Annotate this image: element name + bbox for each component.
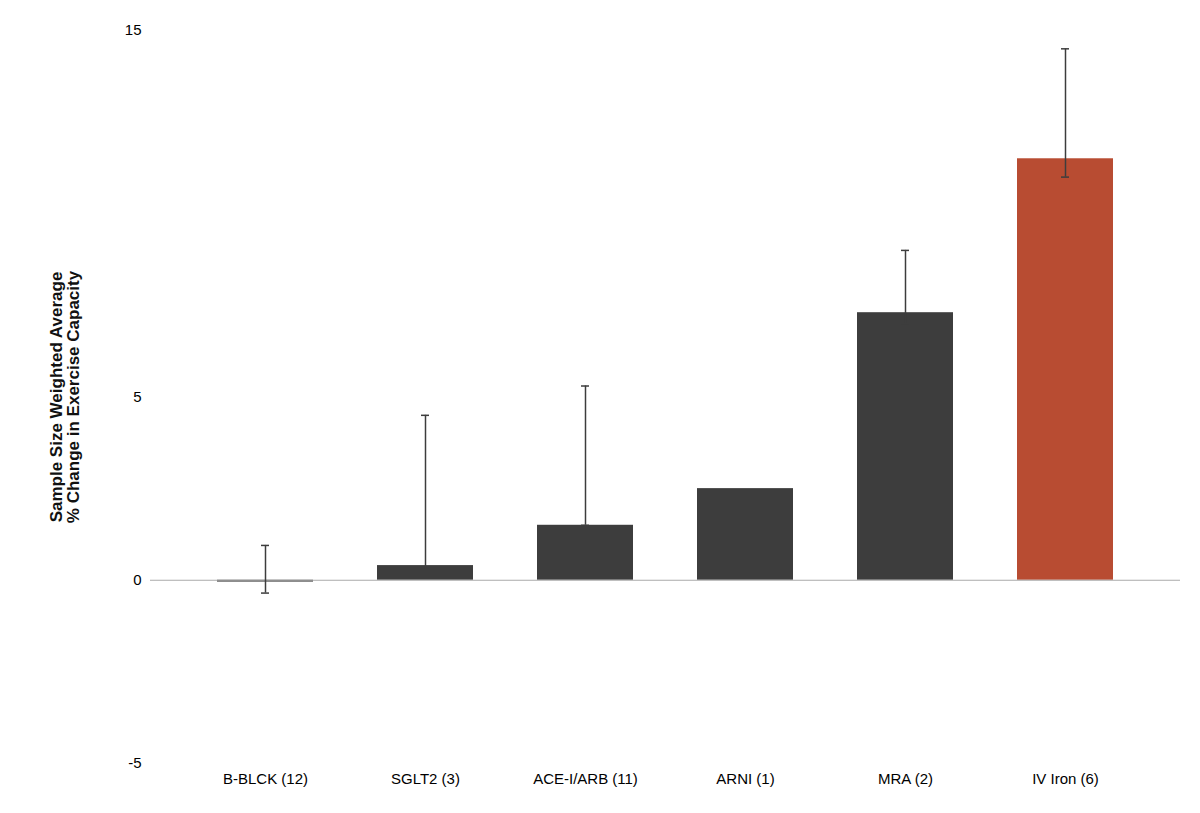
svg-text:SGLT2 (3): SGLT2 (3) xyxy=(391,770,460,787)
svg-text:ACE-I/ARB (11): ACE-I/ARB (11) xyxy=(533,770,638,787)
svg-text:ARNI (1): ARNI (1) xyxy=(716,770,774,787)
svg-text:15: 15 xyxy=(125,21,142,38)
svg-text:MRA (2): MRA (2) xyxy=(878,770,933,787)
svg-text:Sample Size Weighted Average%: Sample Size Weighted Average% Change in … xyxy=(47,270,83,523)
svg-text:IV Iron (6): IV Iron (6) xyxy=(1032,770,1099,787)
svg-text:0: 0 xyxy=(133,571,141,588)
svg-text:B-BLCK (12): B-BLCK (12) xyxy=(223,770,308,787)
svg-text:5: 5 xyxy=(133,388,141,405)
svg-text:-5: -5 xyxy=(128,754,141,771)
